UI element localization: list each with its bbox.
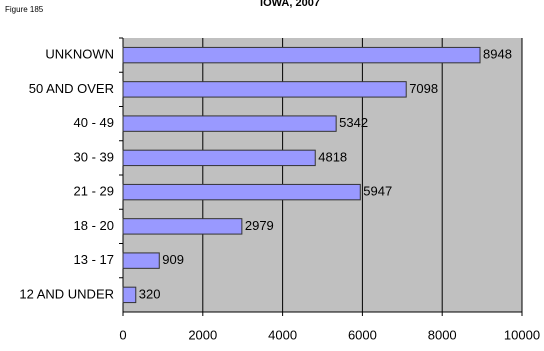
bar xyxy=(122,218,243,235)
y-tick-label: 21 - 29 xyxy=(74,184,114,199)
bar xyxy=(122,149,316,167)
x-tick-label: 2000 xyxy=(188,327,217,342)
y-tick-label: UNKNOWN xyxy=(45,47,114,62)
x-tick-label: 4000 xyxy=(268,327,297,342)
y-tick-label: 40 - 49 xyxy=(74,115,114,130)
data-label: 7098 xyxy=(409,81,438,96)
bar xyxy=(122,286,137,304)
bar xyxy=(122,252,160,269)
y-tick-label: 13 - 17 xyxy=(74,252,114,267)
plot-area xyxy=(123,38,522,312)
chart-title: IOWA, 2007 xyxy=(260,0,320,9)
data-label: 2979 xyxy=(245,218,274,233)
data-label: 4818 xyxy=(318,149,347,164)
y-tick-label: 30 - 39 xyxy=(74,149,114,164)
figure-label: Figure 185 xyxy=(5,5,44,14)
x-tick-label: 0 xyxy=(119,327,126,342)
bar xyxy=(122,183,361,201)
bar xyxy=(122,115,337,132)
data-label: 8948 xyxy=(483,47,512,62)
y-tick-label: 50 AND OVER xyxy=(29,81,114,96)
x-tick-label: 8000 xyxy=(428,327,457,342)
bar xyxy=(122,46,481,64)
data-label: 5342 xyxy=(339,115,368,130)
x-tick-label: 10000 xyxy=(504,327,540,342)
data-label: 5947 xyxy=(363,184,392,199)
y-tick-label: 12 AND UNDER xyxy=(19,286,114,301)
data-label: 909 xyxy=(162,252,184,267)
y-tick-label: 18 - 20 xyxy=(74,218,114,233)
data-label: 320 xyxy=(139,286,161,301)
bar xyxy=(122,81,407,98)
x-tick-label: 6000 xyxy=(348,327,377,342)
